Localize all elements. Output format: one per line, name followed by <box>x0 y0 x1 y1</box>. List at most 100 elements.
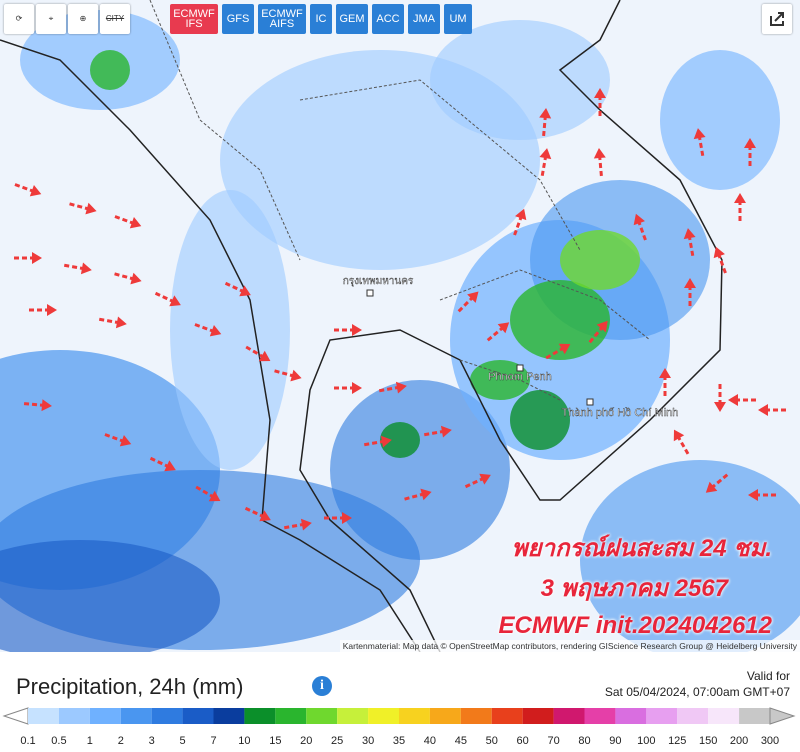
wind-arrow <box>283 518 312 531</box>
wind-arrow <box>486 322 510 342</box>
wind-arrow <box>673 429 690 455</box>
legend-swatch <box>244 708 276 724</box>
wind-arrow <box>633 213 647 241</box>
legend-swatch <box>28 708 59 724</box>
precip-area <box>170 190 290 470</box>
wind-head <box>713 246 725 259</box>
legend-swatch <box>151 708 183 724</box>
legend-swatch <box>739 708 770 724</box>
overlay-text: ECMWF init.2024042612 <box>498 612 772 639</box>
wind-arrow <box>334 382 362 394</box>
wind-shaft <box>23 402 45 407</box>
wind-arrow <box>69 202 97 215</box>
wind-head <box>539 148 552 160</box>
wind-head <box>714 402 726 412</box>
map[interactable]: Phnom Penh Thành phố Hồ Chí Minh กรุงเทพมห… <box>0 0 800 652</box>
wind-arrow <box>714 384 726 412</box>
city-button[interactable]: CITY <box>100 4 130 34</box>
legend-swatch <box>553 708 585 724</box>
precip-area <box>470 360 530 400</box>
wind-shaft <box>274 369 295 378</box>
wind-head <box>596 320 608 333</box>
place-label: Thành phố Hồ Chí Minh <box>562 407 679 419</box>
legend-label: 35 <box>393 735 405 747</box>
wind-head <box>259 510 271 522</box>
wind-arrow <box>748 489 776 501</box>
info-button[interactable]: i <box>312 676 332 696</box>
wind-arrow <box>363 435 392 448</box>
wind-shaft <box>697 135 705 157</box>
location-button[interactable]: ⌖ <box>36 4 66 34</box>
model-button[interactable]: GFS <box>222 4 254 34</box>
legend-swatch <box>491 708 523 724</box>
wind-arrow <box>758 404 786 416</box>
wind-head <box>258 350 271 362</box>
model-button[interactable]: ECMWF IFS <box>170 4 218 34</box>
legend-swatch <box>275 708 307 724</box>
wind-arrow <box>245 345 271 362</box>
legend-label: 3 <box>149 735 155 747</box>
legend-label: 0.1 <box>20 735 35 747</box>
legend-swatch <box>58 708 90 724</box>
refresh-button[interactable]: ⟳ <box>4 4 34 34</box>
wind-arrow <box>457 291 479 313</box>
precip-area <box>660 50 780 190</box>
wind-head <box>734 193 746 203</box>
city-marker <box>516 364 524 372</box>
model-button[interactable]: JMA <box>408 4 440 34</box>
zoom-button[interactable]: ⊕ <box>68 4 98 34</box>
wind-arrow <box>713 246 727 274</box>
model-button[interactable]: ECMWF AIFS <box>258 4 306 34</box>
wind-arrow <box>404 488 432 501</box>
wind-head <box>693 128 706 140</box>
model-button[interactable]: UM <box>444 4 472 34</box>
wind-arrow <box>23 399 52 412</box>
legend-swatch <box>368 708 399 724</box>
wind-arrow <box>114 215 142 229</box>
wind-head <box>342 512 352 524</box>
map-canvas: Phnom Penh Thành phố Hồ Chí Minh กรุงเทพมห… <box>0 0 800 652</box>
city-marker <box>366 289 374 297</box>
legend-swatch <box>89 708 121 724</box>
wind-arrow <box>324 512 352 524</box>
wind-head <box>85 202 97 215</box>
legend-label: 15 <box>269 735 281 747</box>
wind-head <box>47 304 57 316</box>
wind-arrow <box>334 324 362 336</box>
wind-head <box>420 488 432 501</box>
wind-head <box>239 285 251 297</box>
precip-area <box>510 390 570 450</box>
wind-shaft <box>513 215 523 236</box>
wind-arrow <box>539 148 552 177</box>
model-button[interactable]: ACC <box>372 4 404 34</box>
wind-shaft <box>283 522 305 530</box>
precip-area <box>0 540 220 652</box>
legend-label: 25 <box>331 735 343 747</box>
wind-arrow <box>464 473 491 489</box>
wind-head <box>728 394 738 406</box>
wind-head <box>539 108 552 119</box>
legend-swatch <box>306 708 338 724</box>
wind-arrow <box>593 148 606 177</box>
legend-swatch <box>677 708 709 724</box>
wind-head <box>497 322 510 334</box>
wind-arrow <box>29 304 57 316</box>
legend-label: 1 <box>87 735 93 747</box>
wind-shaft <box>457 296 474 313</box>
model-button[interactable]: GEM <box>336 4 368 34</box>
legend-label: 10 <box>238 735 250 747</box>
wind-shaft <box>710 473 729 489</box>
legend-label: 30 <box>362 735 374 747</box>
wind-head <box>380 435 392 448</box>
wind-head <box>80 262 92 275</box>
wind-shaft <box>194 323 215 333</box>
wind-shaft <box>598 155 603 177</box>
wind-head <box>558 343 571 355</box>
share-button[interactable] <box>762 4 792 34</box>
model-button[interactable]: IC <box>310 4 332 34</box>
legend-label: 50 <box>486 735 498 747</box>
legend-label: 100 <box>637 735 655 747</box>
wind-arrow <box>423 425 452 438</box>
wind-head <box>744 138 756 148</box>
legend-label: 150 <box>699 735 717 747</box>
